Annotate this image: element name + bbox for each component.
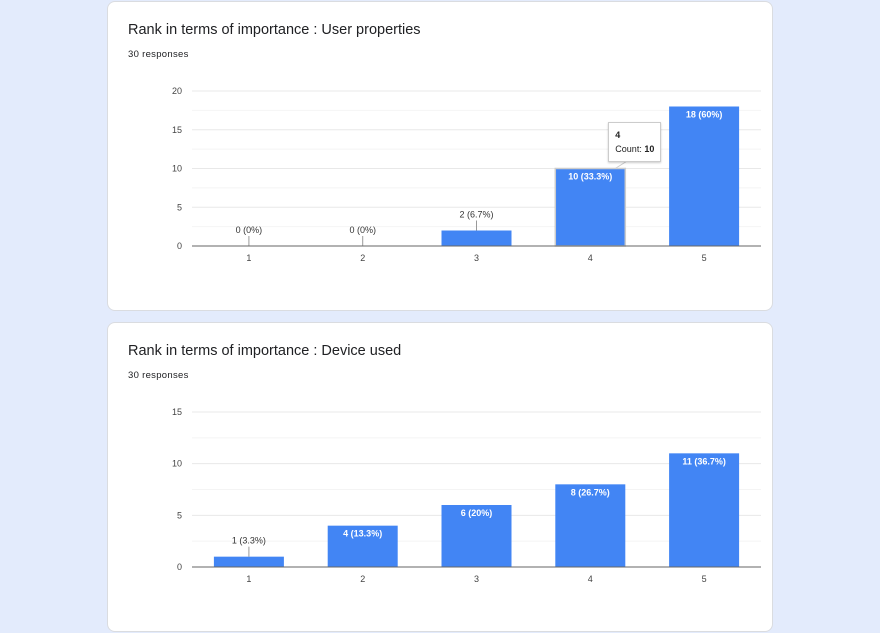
y-tick-label: 0 [177, 241, 182, 251]
data-label: 0 (0%) [349, 225, 376, 235]
y-tick-label: 5 [177, 202, 182, 212]
x-tick-label: 5 [702, 253, 707, 263]
bar-3 [441, 505, 512, 567]
tooltip-label: Count: [615, 144, 642, 154]
y-tick-label: 0 [177, 562, 182, 572]
data-label: 2 (6.7%) [459, 210, 493, 220]
chart-title: Rank in terms of importance : User prope… [128, 22, 421, 38]
x-tick-label: 1 [246, 253, 251, 263]
bar-5 [669, 106, 740, 246]
x-tick-label: 4 [588, 253, 593, 263]
x-tick-label: 2 [360, 574, 365, 584]
y-tick-label: 5 [177, 510, 182, 520]
y-tick-label: 10 [172, 459, 182, 469]
bar-3 [441, 230, 512, 246]
response-count: 30 responses [128, 49, 189, 60]
response-count: 30 responses [128, 370, 189, 381]
x-tick-label: 3 [474, 574, 479, 584]
bar-2 [327, 525, 398, 567]
chart-title: Rank in terms of importance : Device use… [128, 343, 402, 359]
data-label: 6 (20%) [461, 508, 493, 518]
data-label: 10 (33.3%) [568, 172, 612, 182]
data-label: 18 (60%) [686, 110, 723, 120]
x-tick-label: 2 [360, 253, 365, 263]
data-label: 1 (3.3%) [232, 536, 266, 546]
y-tick-label: 10 [172, 164, 182, 174]
data-label: 4 (13.3%) [343, 529, 382, 539]
chart-card-device-used: Rank in terms of importance : Device use… [107, 322, 773, 632]
x-tick-label: 1 [246, 574, 251, 584]
bar-1 [213, 556, 284, 567]
y-tick-label: 20 [172, 86, 182, 96]
tooltip: 4 Count: 10 [608, 122, 662, 162]
data-label: 8 (26.7%) [571, 487, 610, 497]
x-tick-label: 5 [702, 574, 707, 584]
bar-chart: 0 5 10 15 20 0 (0%) 1 0 (0%) 2 2 (6.7%) 3 10 (33.3%… [172, 86, 761, 263]
tooltip-value: 10 [644, 144, 655, 154]
y-tick-label: 15 [172, 407, 182, 417]
data-label: 11 (36.7%) [682, 456, 726, 466]
bar-4 [555, 484, 626, 567]
x-tick-label: 4 [588, 574, 593, 584]
chart-card-user-properties: Rank in terms of importance : User prope… [107, 1, 773, 311]
data-label: 0 (0%) [236, 225, 263, 235]
y-tick-label: 15 [172, 125, 182, 135]
tooltip-category: 4 [615, 130, 621, 140]
bar-chart: 0 5 10 15 1 (3.3%) 1 4 (13.3%) 2 6 (20%) 3 8 (26.7… [172, 407, 761, 584]
x-tick-label: 3 [474, 253, 479, 263]
bar-5 [669, 453, 740, 567]
bar-4 [554, 167, 627, 247]
